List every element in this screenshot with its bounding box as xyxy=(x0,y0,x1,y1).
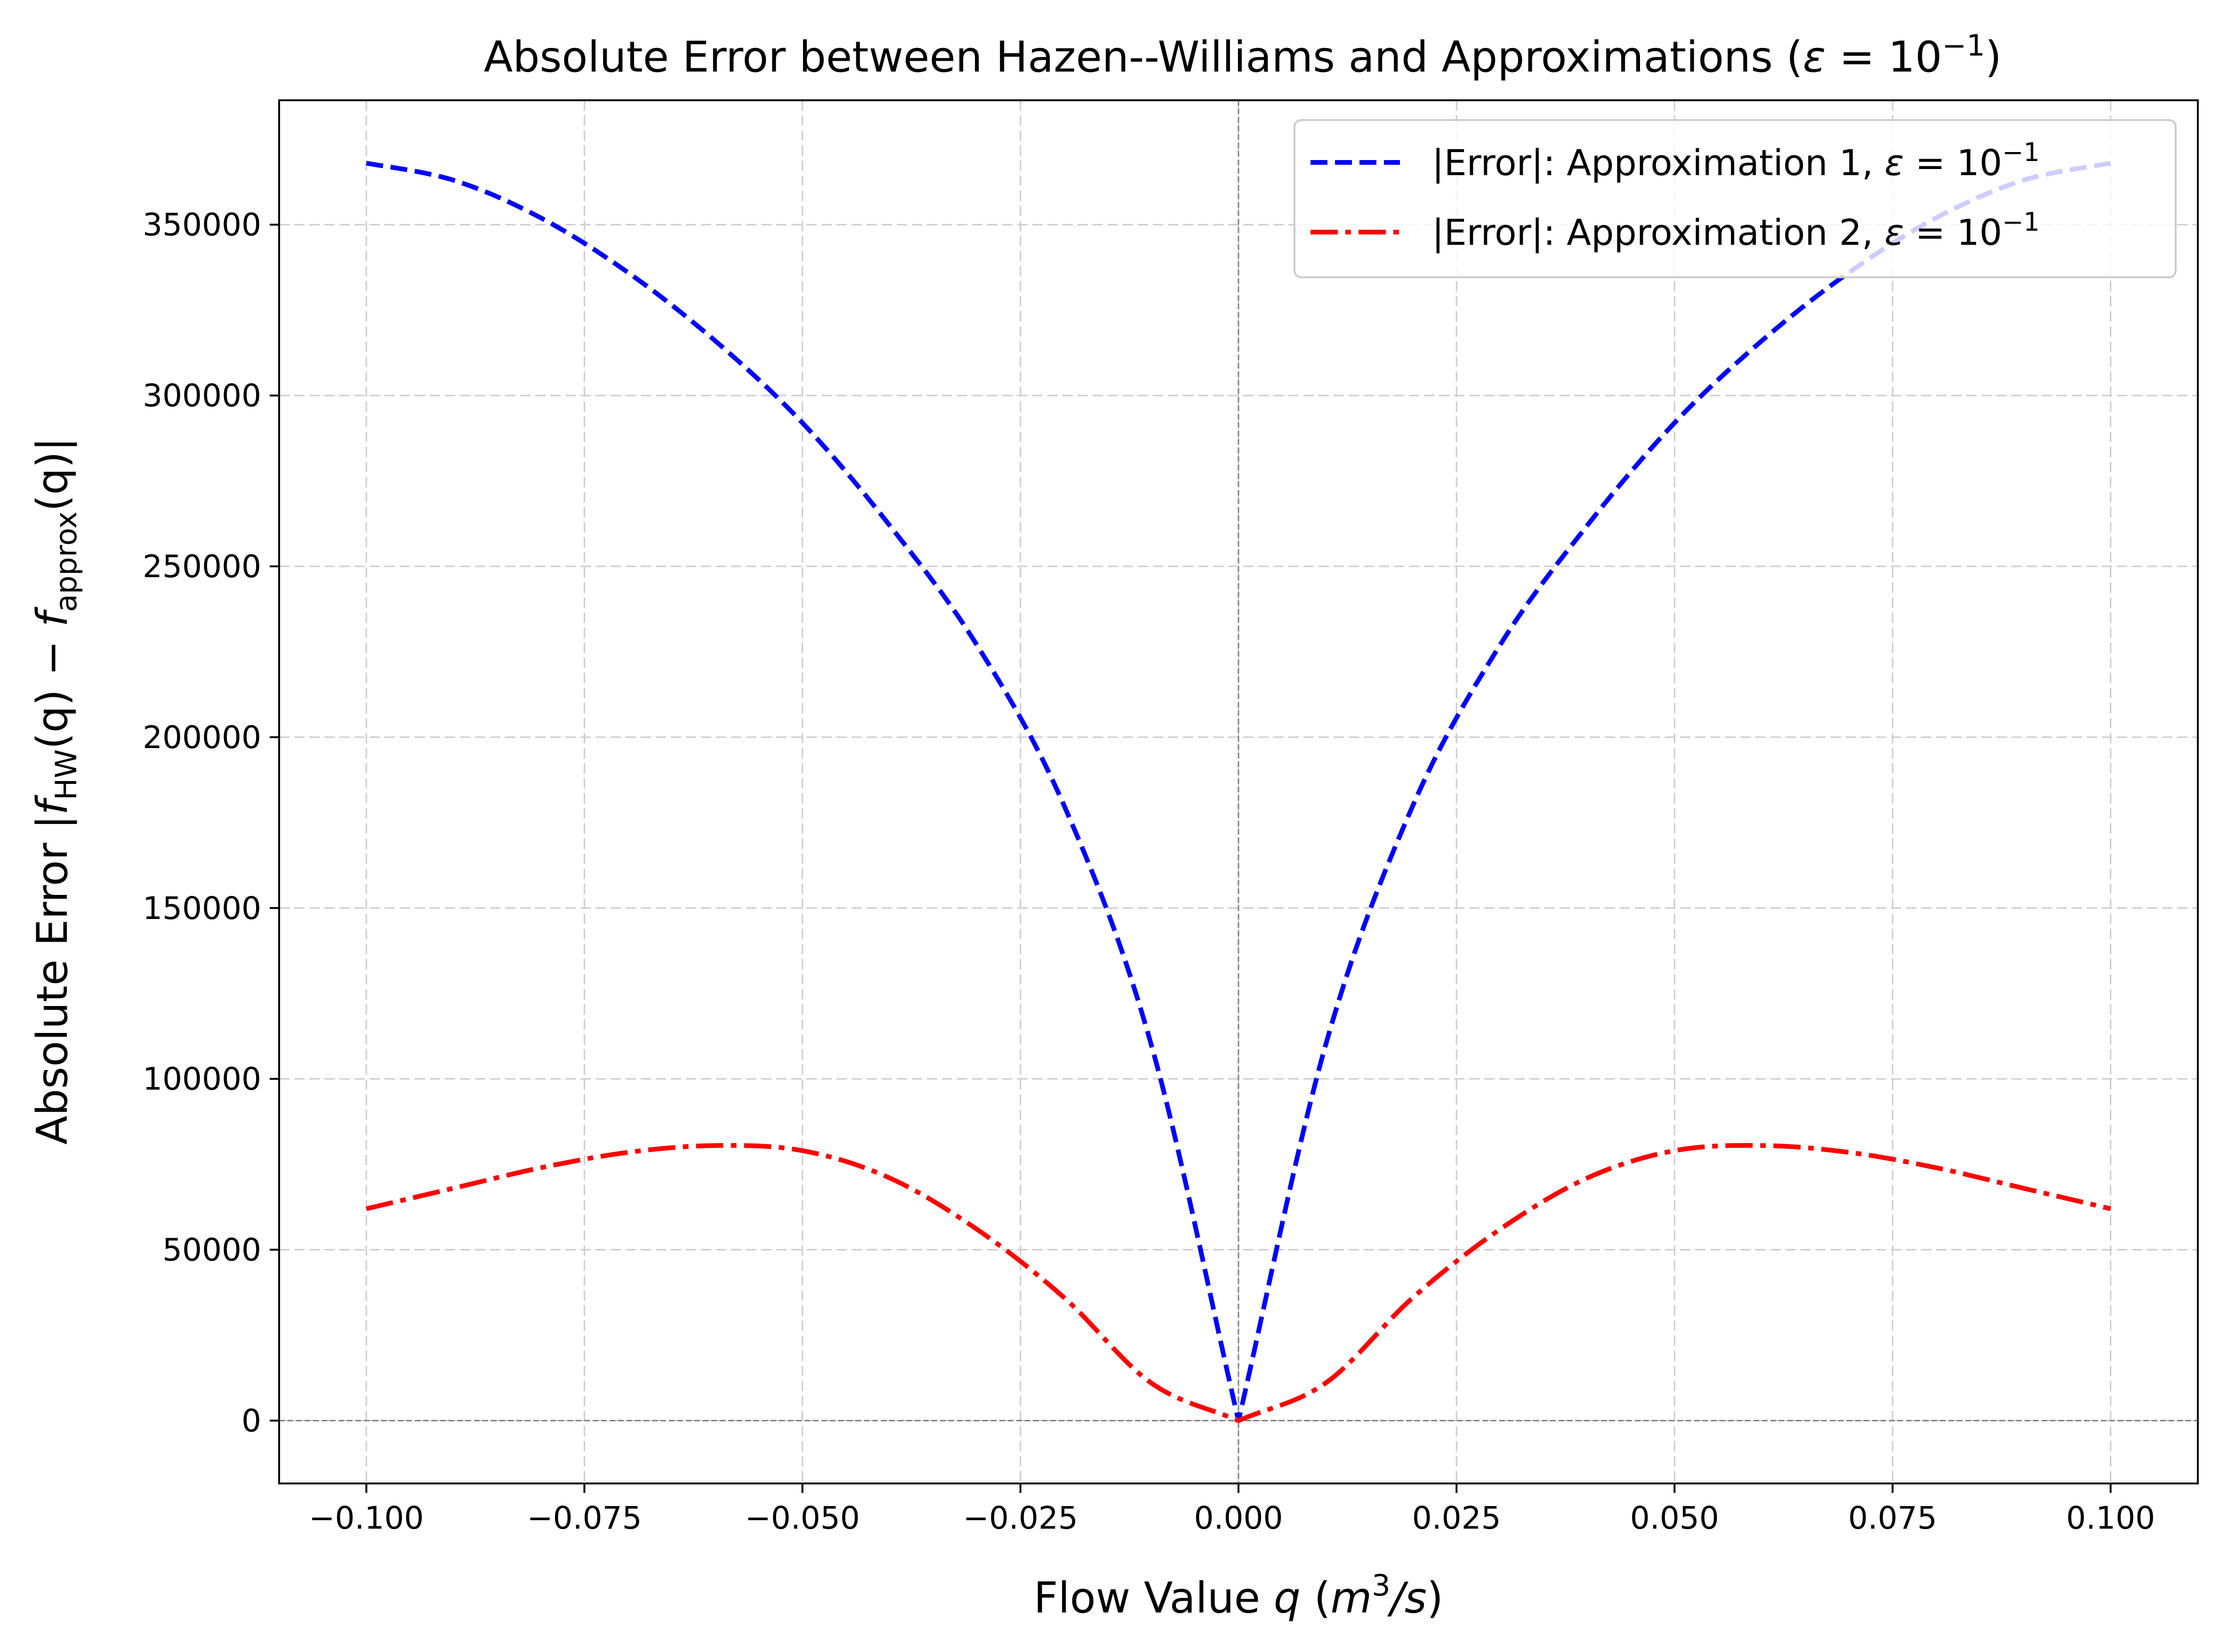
y-tick-label: 300000 xyxy=(143,378,261,414)
legend-label-approx-2: |Error|: Approximation 2, ε = 10−1 xyxy=(1432,207,2040,254)
x-axis-ticks: −0.100 −0.075 −0.050 −0.025 0.000 0.025 0.050 0… xyxy=(309,1483,2155,1536)
x-tick-label: 0.025 xyxy=(1412,1500,1501,1536)
legend-box xyxy=(1294,119,2177,278)
y-axis-label: Absolute Error |fHW(q) − fapprox(q)| xyxy=(28,437,83,1145)
x-axis-label: Flow Value q (m3/s) xyxy=(1034,1568,1443,1623)
x-tick-label: −0.025 xyxy=(963,1500,1078,1536)
x-tick-label: 0.100 xyxy=(2066,1500,2155,1536)
y-tick-label: 250000 xyxy=(143,548,261,585)
plot-area-frame xyxy=(278,99,2199,1484)
legend-label-approx-1: |Error|: Approximation 1, ε = 10−1 xyxy=(1432,137,2040,184)
y-tick-label: 100000 xyxy=(143,1061,261,1097)
x-tick-label: 0.075 xyxy=(1848,1500,1937,1536)
x-tick-label: 0.000 xyxy=(1194,1500,1283,1536)
x-tick-label: 0.050 xyxy=(1630,1500,1719,1536)
y-tick-label: 0 xyxy=(241,1402,261,1439)
y-axis-ticks: 0 50000 100000 150000 200000 250000 300000 3500… xyxy=(143,207,279,1439)
plot-series xyxy=(366,161,2111,1423)
legend: |Error|: Approximation 1, ε = 10−1 |Erro… xyxy=(1294,119,2177,278)
chart-title: Absolute Error between Hazen--Williams a… xyxy=(484,28,2002,82)
series-line-approx-2 xyxy=(366,1143,2111,1423)
x-tick-label: −0.100 xyxy=(309,1500,424,1536)
y-tick-label: 150000 xyxy=(143,890,261,927)
x-tick-label: −0.050 xyxy=(745,1500,860,1536)
y-tick-label: 350000 xyxy=(143,207,261,243)
x-tick-label: −0.075 xyxy=(527,1500,642,1536)
y-tick-label: 200000 xyxy=(143,719,261,756)
y-tick-label: 50000 xyxy=(162,1232,261,1268)
